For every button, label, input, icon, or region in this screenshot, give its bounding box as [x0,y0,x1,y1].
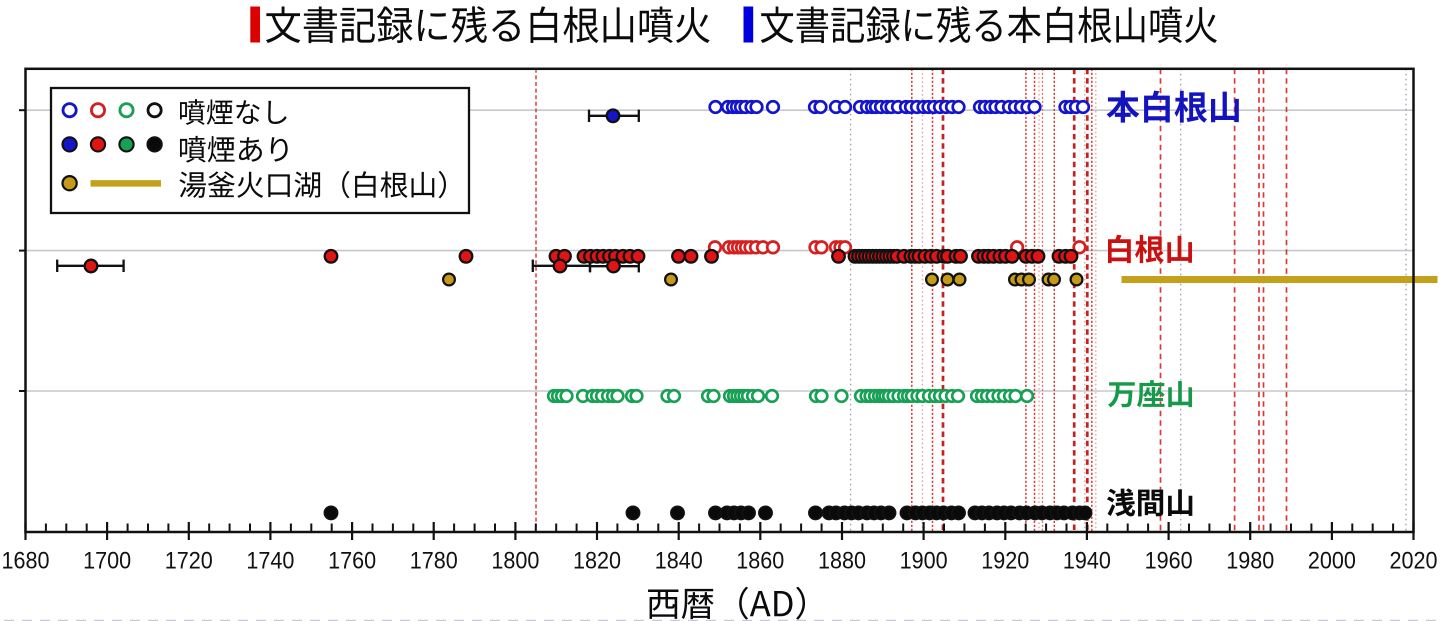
svg-text:1680: 1680 [2,548,50,575]
svg-text:1940: 1940 [1063,548,1111,575]
svg-text:1960: 1960 [1145,548,1193,575]
svg-text:1800: 1800 [491,548,539,575]
svg-text:1820: 1820 [573,548,621,575]
svg-text:1860: 1860 [736,548,784,575]
svg-text:2000: 2000 [1308,548,1356,575]
svg-text:1880: 1880 [818,548,866,575]
svg-text:1740: 1740 [246,548,294,575]
svg-text:1900: 1900 [900,548,948,575]
svg-text:1720: 1720 [165,548,213,575]
svg-text:2020: 2020 [1390,548,1438,575]
svg-text:1920: 1920 [981,548,1029,575]
svg-text:1980: 1980 [1226,548,1274,575]
svg-text:1780: 1780 [410,548,458,575]
svg-text:1840: 1840 [655,548,703,575]
svg-text:1700: 1700 [83,548,131,575]
svg-text:1760: 1760 [328,548,376,575]
